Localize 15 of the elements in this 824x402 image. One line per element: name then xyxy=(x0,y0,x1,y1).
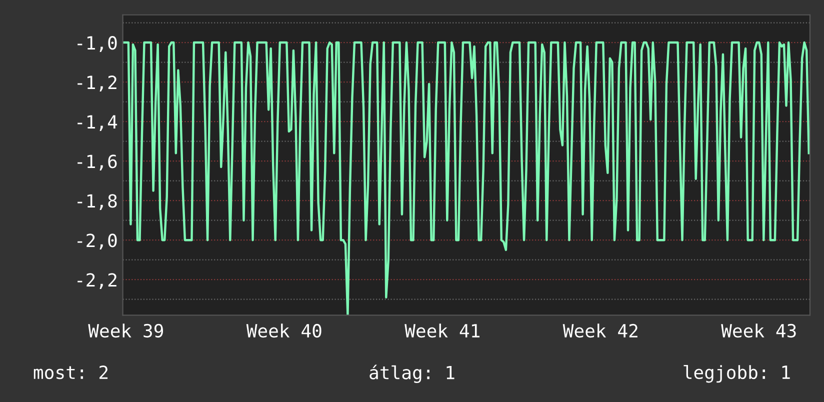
x-tick-label: Week 42 xyxy=(562,324,638,338)
text: átlag: 1 xyxy=(370,364,454,384)
y-tick-label: -1,0 xyxy=(78,36,117,52)
x-tick-label: Week 39 xyxy=(88,324,163,338)
y-tick-label: -1,6 xyxy=(78,154,117,171)
x-tick-label: Week 40 xyxy=(246,324,322,338)
y-tick-label: -1,8 xyxy=(78,194,117,210)
y-tick-label: -2,0 xyxy=(78,234,117,250)
x-tick-label: Week 41 xyxy=(404,324,480,338)
text: legjobb: 1 xyxy=(684,365,790,383)
y-tick-label: -1,4 xyxy=(78,115,118,131)
x-tick-label: Week 43 xyxy=(721,324,796,338)
y-tick-label: -1,2 xyxy=(78,76,116,92)
text: most: 2 xyxy=(34,365,108,380)
y-tick-label: -2,2 xyxy=(78,273,116,290)
